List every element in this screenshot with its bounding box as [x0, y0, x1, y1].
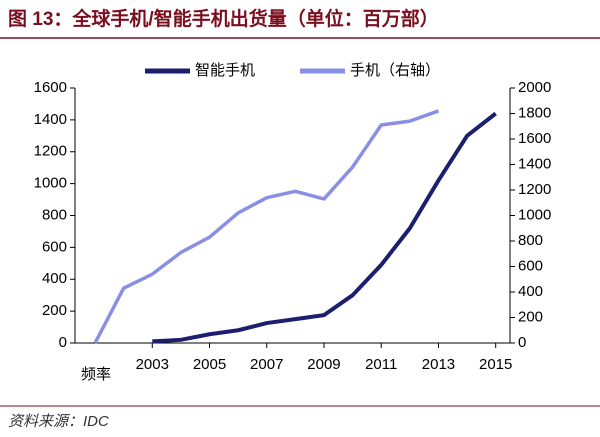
- y-tick-label: 1400: [34, 111, 67, 128]
- y2-tick-label: 1800: [518, 104, 551, 121]
- source: 资料来源：IDC: [8, 413, 109, 430]
- x-tick-label: 2005: [193, 356, 226, 373]
- y2-tick-label: 600: [518, 257, 543, 274]
- x-axis-label: 频率: [81, 366, 111, 383]
- y-tick-label: 200: [42, 302, 67, 319]
- y-tick-label: 400: [42, 270, 67, 287]
- series-line: [93, 109, 440, 344]
- series-line: [152, 111, 497, 344]
- legend-label: 手机（右轴）: [350, 62, 440, 79]
- y2-tick-label: 1600: [518, 130, 551, 147]
- y2-tick-label: 400: [518, 283, 543, 300]
- y2-tick-label: 800: [518, 232, 543, 249]
- chart-title: 图 13：全球手机/智能手机出货量（单位：百万部）: [8, 7, 439, 30]
- y-tick-label: 1000: [34, 175, 67, 192]
- y2-tick-label: 1200: [518, 181, 551, 198]
- y2-tick-label: 200: [518, 308, 543, 325]
- x-tick-label: 2007: [250, 356, 283, 373]
- legend-label: 智能手机: [195, 61, 255, 79]
- y-tick-label: 1600: [34, 79, 67, 96]
- x-tick-label: 2015: [479, 356, 512, 373]
- y-tick-label: 1200: [34, 143, 67, 160]
- x-tick-label: 2013: [422, 356, 455, 373]
- y-tick-label: 0: [59, 334, 67, 351]
- x-tick-label: 2011: [365, 356, 397, 373]
- x-tick-label: 2003: [136, 356, 169, 373]
- y-tick-label: 800: [42, 206, 67, 223]
- x-tick-label: 2009: [307, 356, 340, 373]
- y-tick-label: 600: [42, 238, 67, 255]
- y2-tick-label: 1400: [518, 155, 551, 172]
- y2-tick-label: 0: [518, 334, 526, 351]
- y2-tick-label: 2000: [518, 79, 551, 96]
- y2-tick-label: 1000: [518, 206, 551, 223]
